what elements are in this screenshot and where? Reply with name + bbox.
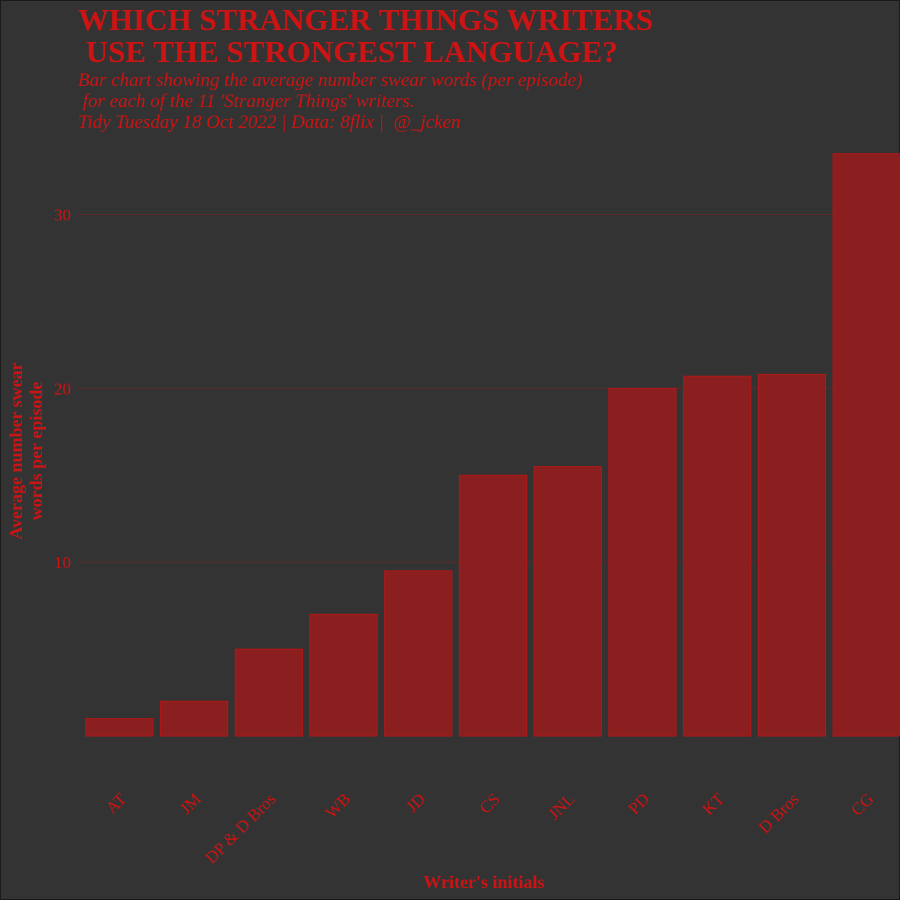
x-tick-label: KT [699, 789, 729, 819]
bar-jnl [533, 466, 602, 737]
y-tick-label: 10 [54, 553, 71, 572]
bar-cg [832, 153, 900, 737]
x-tick-label: CG [847, 789, 877, 819]
bar-wb [309, 613, 378, 737]
bar-at [85, 718, 154, 737]
bar-cs [458, 474, 528, 737]
bar-kt [683, 375, 752, 737]
x-tick-label: AT [102, 789, 131, 818]
y-axis-title: Average number swearwords per episode [6, 362, 46, 539]
x-tick-label: JNL [544, 789, 578, 823]
x-tick-label: WB [322, 789, 355, 822]
x-tick-label: JM [176, 789, 205, 818]
bar-dp-d-bros [234, 648, 303, 737]
bars [85, 153, 900, 737]
x-tick-label: PD [624, 789, 653, 818]
x-tick-label: D Bros [755, 789, 803, 837]
x-tick-label: DP & D Bros [202, 789, 280, 867]
y-axis-ticks: 10 20 30 [54, 206, 71, 573]
x-axis-title: Writer's initials [423, 872, 544, 892]
bar-jd [384, 570, 453, 737]
y-axis-title-line: Average number swear [6, 362, 26, 539]
chart-title: WHICH STRANGER THINGS WRITERS USE THE ST… [78, 2, 654, 69]
x-tick-label: CS [476, 789, 504, 817]
y-tick-label: 30 [54, 206, 71, 225]
y-tick-label: 20 [54, 379, 71, 398]
bar-pd [608, 387, 677, 737]
y-axis-title-line: words per episode [26, 382, 46, 521]
bar-d-bros [757, 373, 827, 737]
bar-jm [159, 700, 229, 737]
chart-subtitle: Bar chart showing the average number swe… [78, 70, 583, 133]
x-tick-label: JD [402, 789, 429, 816]
